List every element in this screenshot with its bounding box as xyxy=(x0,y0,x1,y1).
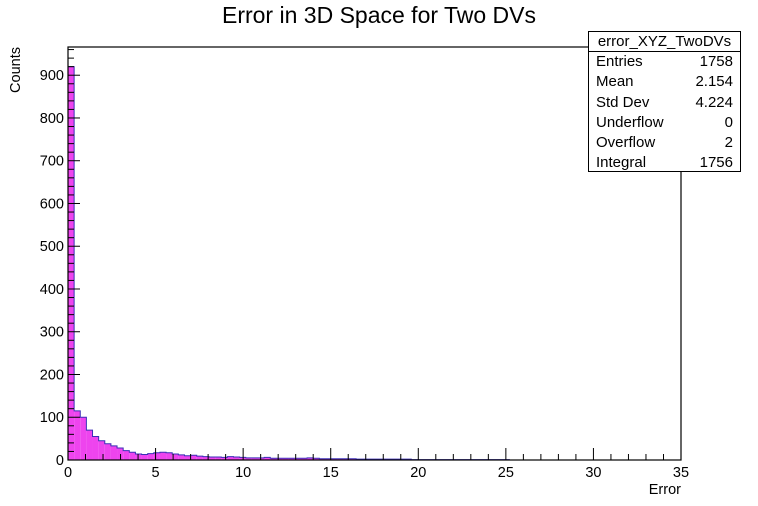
stats-value: 4.224 xyxy=(695,93,733,111)
y-tick-label: 700 xyxy=(40,154,64,170)
histogram-bin xyxy=(184,455,191,460)
histogram-bin xyxy=(74,410,81,460)
histogram-bin xyxy=(331,458,338,460)
x-tick-label: 15 xyxy=(323,465,339,481)
stats-value: 2.154 xyxy=(695,73,733,91)
histogram-bin xyxy=(86,430,93,460)
stats-label: Integral xyxy=(596,154,647,172)
stats-row-entries: Entries 1758 xyxy=(589,52,740,72)
x-tick-label: 0 xyxy=(64,465,72,481)
y-tick-label: 100 xyxy=(40,410,64,426)
x-tick-label: 35 xyxy=(673,465,689,481)
histogram-bin xyxy=(129,452,136,460)
y-tick-label: 800 xyxy=(40,111,64,127)
stats-value: 0 xyxy=(724,113,733,131)
stats-label: Overflow xyxy=(596,134,656,152)
histogram-bin xyxy=(92,436,99,460)
stats-row-overflow: Overflow 2 xyxy=(589,133,740,153)
y-tick-label: 200 xyxy=(40,367,64,383)
x-tick-label: 25 xyxy=(498,465,514,481)
x-axis-label: Error xyxy=(649,482,681,498)
histogram-bin xyxy=(349,458,357,460)
histogram-bin xyxy=(98,440,105,460)
axes: 0 5 10 15 20 25 30 35 0 100 200 300 400 500 600 700 800 9… xyxy=(40,49,689,481)
histogram-bin xyxy=(227,456,234,460)
stats-box: error_XYZ_TwoDVs Entries 1758 Mean 2.154… xyxy=(588,31,741,172)
histogram-bin xyxy=(141,454,148,460)
x-tick-label: 5 xyxy=(152,465,160,481)
stats-label: Mean xyxy=(596,73,634,91)
y-tick-label: 900 xyxy=(40,68,64,84)
stats-row-underflow: Underflow 0 xyxy=(589,113,740,133)
histogram-outline xyxy=(67,66,510,461)
histogram-bin xyxy=(245,457,252,460)
y-tick-label: 500 xyxy=(40,239,64,255)
stats-label: Std Dev xyxy=(596,93,650,111)
y-tick-label: 300 xyxy=(40,325,64,341)
histogram-bin xyxy=(337,458,344,460)
y-tick-label: 0 xyxy=(56,453,64,469)
histogram-bin xyxy=(123,450,130,460)
histogram-bin xyxy=(172,454,179,460)
histogram-bin xyxy=(215,457,222,460)
stats-row-std-dev: Std Dev 4.224 xyxy=(589,93,740,113)
histogram-bin xyxy=(110,445,118,460)
histogram-bars xyxy=(67,66,510,461)
histogram-bin xyxy=(319,458,326,460)
histogram-bin xyxy=(343,458,350,460)
histogram-bin xyxy=(221,457,228,460)
stats-value: 1758 xyxy=(699,53,733,70)
stats-value: 2 xyxy=(724,134,733,152)
histogram-bin xyxy=(270,458,277,460)
y-axis-label: Counts xyxy=(8,47,24,93)
histogram-bin xyxy=(288,458,295,460)
histogram-bin xyxy=(294,458,301,460)
histogram-bin xyxy=(208,457,216,460)
histogram-bin xyxy=(153,452,160,460)
stats-label: Underflow xyxy=(596,113,664,131)
histogram-bin xyxy=(104,443,111,460)
stats-histogram-name: error_XYZ_TwoDVs xyxy=(589,32,740,52)
histogram-bin xyxy=(159,452,167,460)
histogram-bin xyxy=(313,458,320,460)
histogram-bin xyxy=(300,458,308,460)
stats-value: 1756 xyxy=(699,154,733,172)
stats-row-mean: Mean 2.154 xyxy=(589,72,740,92)
histogram-bin xyxy=(80,417,87,460)
histogram-bin xyxy=(325,458,332,460)
histogram-bin xyxy=(147,453,154,460)
histogram-bin xyxy=(233,457,240,460)
histogram-bin xyxy=(190,455,197,460)
histogram-bin xyxy=(264,457,271,460)
plot-frame xyxy=(67,46,682,461)
chart-title: Error in 3D Space for Two DVs xyxy=(221,2,537,28)
histogram-bin xyxy=(307,457,314,460)
histogram-bin xyxy=(251,457,259,460)
histogram-bin xyxy=(178,454,185,460)
x-tick-label: 10 xyxy=(235,465,251,481)
y-tick-label: 600 xyxy=(40,196,64,212)
histogram-bin xyxy=(196,456,203,460)
stats-label: Entries xyxy=(596,53,643,70)
x-tick-label: 20 xyxy=(410,465,426,481)
x-tick-label: 30 xyxy=(585,465,601,481)
histogram-bin xyxy=(276,458,283,460)
histogram-bin xyxy=(166,452,173,460)
y-tick-label: 400 xyxy=(40,282,64,298)
stats-row-integral: Integral 1756 xyxy=(589,153,740,173)
histogram-bin xyxy=(282,458,289,460)
histogram-bin xyxy=(202,456,209,460)
